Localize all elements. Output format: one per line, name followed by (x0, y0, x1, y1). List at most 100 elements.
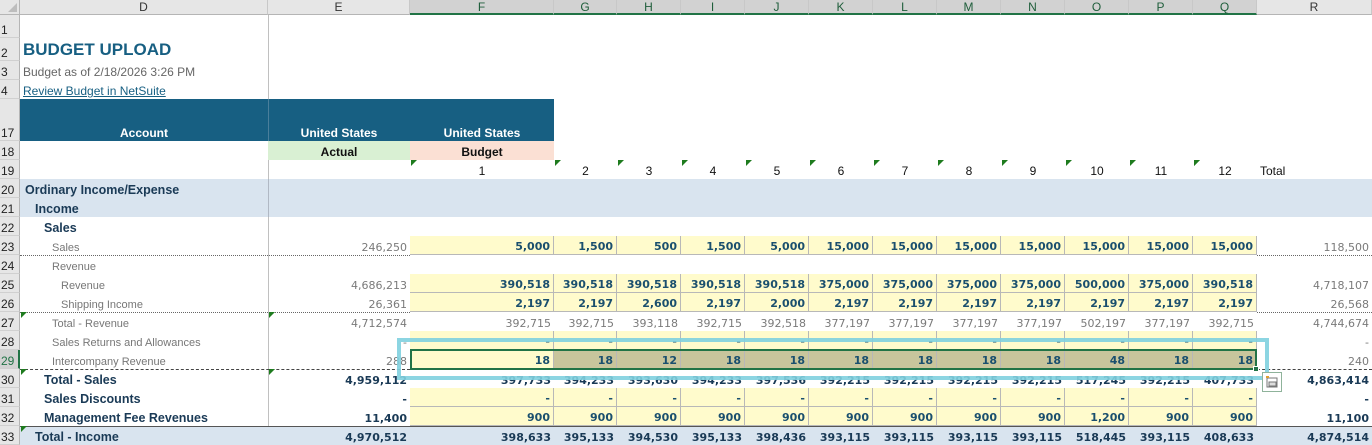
row-header-31[interactable]: 31 (0, 388, 20, 407)
budget-cell-23-4[interactable]: 1,500 (681, 236, 745, 255)
column-header-o[interactable]: O (1065, 0, 1129, 15)
budget-cell-26-5[interactable]: 2,000 (745, 293, 809, 312)
budget-cell-27-5[interactable]: 392,518 (760, 317, 807, 330)
budget-cell-31-7[interactable]: - (873, 388, 937, 407)
budget-cell-23-12[interactable]: 15,000 (1193, 236, 1257, 255)
column-header-j[interactable]: J (745, 0, 809, 15)
column-header-g[interactable]: G (554, 0, 617, 15)
account-label-29[interactable]: Intercompany Revenue (52, 356, 166, 368)
budget-cell-33-3[interactable]: 394,530 (627, 431, 678, 444)
account-label-26[interactable]: Shipping Income (61, 299, 143, 311)
budget-cell-32-1[interactable]: 900 (410, 407, 554, 426)
row-header-19[interactable]: 19 (0, 160, 20, 179)
budget-cell-32-5[interactable]: 900 (745, 407, 809, 426)
budget-cell-23-7[interactable]: 15,000 (873, 236, 937, 255)
row-header-23[interactable]: 23 (0, 236, 20, 255)
account-label-23[interactable]: Sales (52, 242, 80, 254)
budget-cell-33-8[interactable]: 393,115 (947, 431, 998, 444)
budget-cell-23-8[interactable]: 15,000 (937, 236, 1001, 255)
column-header-n[interactable]: N (1001, 0, 1065, 15)
row-header-28[interactable]: 28 (0, 331, 20, 350)
budget-cell-27-7[interactable]: 377,197 (888, 317, 935, 330)
budget-cell-27-11[interactable]: 377,197 (1144, 317, 1191, 330)
actual-value-30[interactable]: 4,959,112 (345, 374, 407, 387)
account-label-33[interactable]: Total - Income (35, 430, 119, 444)
budget-cell-32-11[interactable]: 900 (1129, 407, 1193, 426)
budget-cell-26-10[interactable]: 2,197 (1065, 293, 1129, 312)
budget-cell-33-5[interactable]: 398,436 (755, 431, 806, 444)
select-all-corner[interactable] (0, 0, 20, 15)
account-label-27[interactable]: Total - Revenue (52, 318, 130, 330)
budget-cell-33-9[interactable]: 393,115 (1011, 431, 1062, 444)
column-header-i[interactable]: I (681, 0, 745, 15)
budget-cell-26-3[interactable]: 2,600 (617, 293, 681, 312)
budget-cell-31-11[interactable]: - (1129, 388, 1193, 407)
budget-cell-25-8[interactable]: 375,000 (937, 274, 1001, 293)
account-label-21[interactable]: Income (35, 202, 79, 216)
budget-cell-33-10[interactable]: 518,445 (1075, 431, 1126, 444)
budget-cell-27-10[interactable]: 502,197 (1080, 317, 1127, 330)
budget-cell-26-4[interactable]: 2,197 (681, 293, 745, 312)
actual-value-31[interactable]: - (402, 393, 407, 406)
budget-cell-29-8[interactable]: 18 (937, 350, 1001, 369)
budget-cell-33-12[interactable]: 408,633 (1203, 431, 1254, 444)
budget-cell-33-2[interactable]: 395,133 (563, 431, 614, 444)
budget-cell-32-6[interactable]: 900 (809, 407, 873, 426)
row-header-29[interactable]: 29 (0, 350, 20, 369)
account-label-20[interactable]: Ordinary Income/Expense (25, 183, 180, 197)
column-header-f[interactable]: F (410, 0, 554, 15)
budget-cell-31-4[interactable]: - (681, 388, 745, 407)
fill-handle[interactable] (1253, 366, 1259, 372)
actual-value-25[interactable]: 4,686,213 (351, 279, 407, 292)
actual-value-26[interactable]: 26,361 (368, 298, 408, 311)
budget-cell-26-9[interactable]: 2,197 (1001, 293, 1065, 312)
row-header-32[interactable]: 32 (0, 407, 20, 426)
row-header-20[interactable]: 20 (0, 179, 20, 198)
budget-cell-29-4[interactable]: 18 (681, 350, 745, 369)
budget-cell-25-2[interactable]: 390,518 (554, 274, 617, 293)
budget-cell-27-4[interactable]: 392,715 (696, 317, 743, 330)
budget-cell-25-10[interactable]: 500,000 (1065, 274, 1129, 293)
budget-cell-23-5[interactable]: 5,000 (745, 236, 809, 255)
column-header-q[interactable]: Q (1193, 0, 1257, 15)
budget-cell-26-7[interactable]: 2,197 (873, 293, 937, 312)
row-header-26[interactable]: 26 (0, 293, 20, 312)
account-label-22[interactable]: Sales (44, 221, 77, 235)
column-header-d[interactable]: D (20, 0, 268, 15)
budget-cell-25-5[interactable]: 390,518 (745, 274, 809, 293)
budget-cell-31-3[interactable]: - (617, 388, 681, 407)
row-header-24[interactable]: 24 (0, 255, 20, 274)
budget-cell-27-1[interactable]: 392,715 (505, 317, 552, 330)
budget-cell-26-6[interactable]: 2,197 (809, 293, 873, 312)
actual-value-33[interactable]: 4,970,512 (345, 431, 407, 444)
budget-cell-27-6[interactable]: 377,197 (824, 317, 871, 330)
budget-cell-27-8[interactable]: 377,197 (952, 317, 999, 330)
budget-cell-25-3[interactable]: 390,518 (617, 274, 681, 293)
budget-cell-27-3[interactable]: 393,118 (632, 317, 679, 330)
budget-cell-31-9[interactable]: - (1001, 388, 1065, 407)
budget-cell-25-11[interactable]: 375,000 (1129, 274, 1193, 293)
actual-value-28[interactable]: - (403, 336, 407, 349)
selection-outline[interactable] (410, 349, 1257, 370)
budget-cell-25-12[interactable]: 390,518 (1193, 274, 1257, 293)
budget-cell-26-2[interactable]: 2,197 (554, 293, 617, 312)
budget-cell-32-9[interactable]: 900 (1001, 407, 1065, 426)
budget-cell-25-6[interactable]: 375,000 (809, 274, 873, 293)
account-label-24[interactable]: Revenue (52, 261, 97, 273)
budget-cell-23-10[interactable]: 15,000 (1065, 236, 1129, 255)
row-header-33[interactable]: 33 (0, 426, 20, 445)
budget-cell-32-7[interactable]: 900 (873, 407, 937, 426)
budget-cell-23-11[interactable]: 15,000 (1129, 236, 1193, 255)
actual-value-29[interactable]: 288 (386, 355, 407, 368)
actual-value-32[interactable]: 11,400 (364, 412, 407, 425)
budget-cell-23-9[interactable]: 15,000 (1001, 236, 1065, 255)
column-header-p[interactable]: P (1129, 0, 1193, 15)
budget-cell-33-11[interactable]: 393,115 (1139, 431, 1190, 444)
row-header-18[interactable]: 18 (0, 141, 20, 160)
budget-cell-31-5[interactable]: - (745, 388, 809, 407)
budget-cell-25-7[interactable]: 375,000 (873, 274, 937, 293)
budget-cell-33-1[interactable]: 398,633 (500, 431, 551, 444)
review-budget-link[interactable]: Review Budget in NetSuite (23, 84, 166, 98)
paste-options-icon[interactable] (1262, 372, 1282, 392)
budget-cell-32-2[interactable]: 900 (554, 407, 617, 426)
